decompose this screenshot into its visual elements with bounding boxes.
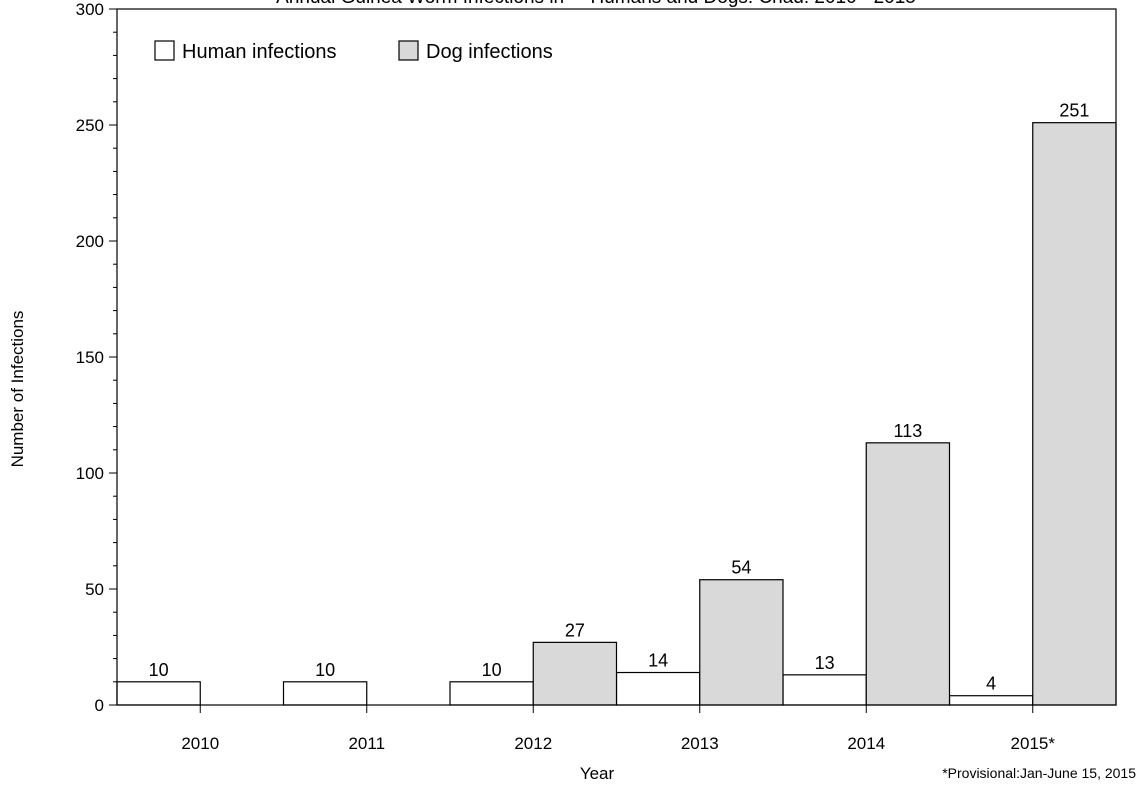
y-axis-label: Number of Infections [8,311,27,468]
human-data-label-2011: 10 [315,660,335,680]
dog-bar-2013 [699,579,784,706]
x-tick-label: 2012 [514,734,552,753]
human-bar-2013 [615,671,701,706]
y-tick-label: 0 [95,696,104,715]
y-tick-label: 50 [85,580,104,599]
dog-data-label-2015: 251 [1059,101,1089,121]
human-bar-2012 [449,681,534,706]
human-data-label-2012: 10 [482,660,502,680]
x-tick-label: 2010 [181,734,219,753]
x-tick-label: 2013 [681,734,719,753]
dog-bar-2012 [532,641,618,706]
y-tick-label: 200 [76,232,104,251]
x-tick-label: 2015* [1011,734,1056,753]
y-tick-label: 250 [76,116,104,135]
human-data-label-2015: 4 [986,674,996,694]
x-axis: 2010 2011 2012 2013 2014 2015* [181,705,1055,753]
footnote: *Provisional:Jan-June 15, 2015 [942,765,1136,781]
x-tick-label: 2014 [847,734,885,753]
human-bar-2014 [782,674,867,706]
chart-title: Annual Guinea Worm Infections in Humans … [276,0,916,8]
human-bar-2010 [116,681,201,706]
legend-swatch-human [154,40,175,61]
legend-label-dog: Dog infections [426,41,553,63]
y-tick-label: 150 [76,348,104,367]
plot-frame [116,8,1117,706]
human-bar-2015 [948,695,1034,706]
human-data-label-2014: 13 [815,653,835,673]
human-data-label-2013: 14 [648,651,668,671]
human-bar-2011 [282,681,368,706]
dog-data-label-2012: 27 [565,620,585,640]
y-tick-label: 300 [76,0,104,19]
bars-layer [116,122,1117,706]
data-labels-layer: 10 10 10 14 13 4 27 54 113 251 [149,101,1090,694]
dog-data-label-2014: 113 [894,421,923,441]
legend-swatch-dog [398,40,419,61]
legend-label-human: Human infections [182,41,337,63]
human-data-label-2010: 10 [149,660,169,680]
x-axis-label: Year [580,764,615,783]
legend: Human infections Dog infections [154,40,553,63]
dog-bar-2014 [865,442,951,706]
dog-data-label-2013: 54 [731,558,751,578]
y-axis: 0 50 100 150 200 250 300 [76,0,117,715]
y-tick-label: 100 [76,464,104,483]
x-tick-label: 2011 [348,734,385,753]
dog-bar-2015 [1032,122,1117,706]
